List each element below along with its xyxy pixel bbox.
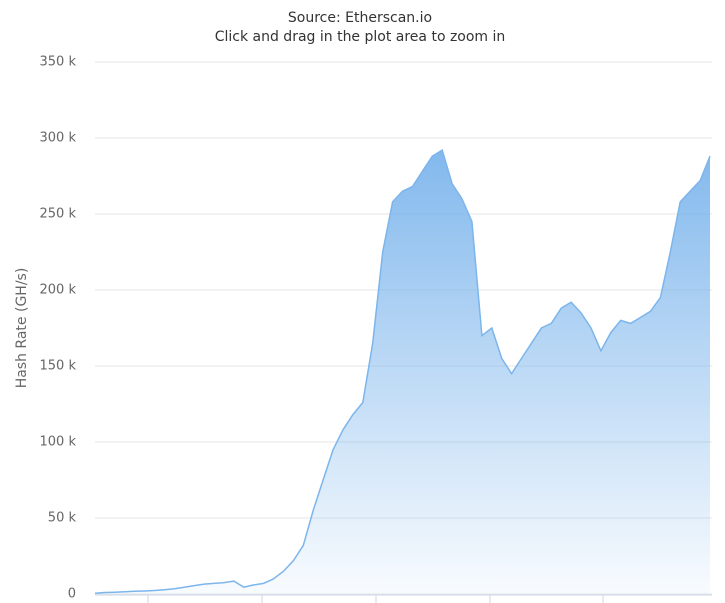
- subtitle: Source: Etherscan.io: [288, 10, 432, 26]
- area-fill: [95, 150, 710, 594]
- y-tick-label: 150 k: [40, 359, 77, 374]
- y-tick-label: 200 k: [40, 283, 77, 298]
- x-axis: [95, 594, 712, 603]
- y-tick-label: 300 k: [40, 131, 77, 146]
- y-tick-label: 250 k: [40, 207, 77, 222]
- y-tick-label: 100 k: [40, 435, 77, 450]
- area-line: [94, 149, 711, 594]
- y-tick-label: 50 k: [48, 511, 77, 526]
- y-tick-label: 350 k: [40, 55, 77, 70]
- subtitle: Click and drag in the plot area to zoom …: [215, 29, 506, 45]
- y-axis-label: Hash Rate (GH/s): [14, 268, 30, 389]
- y-tick-label: 0: [68, 587, 76, 602]
